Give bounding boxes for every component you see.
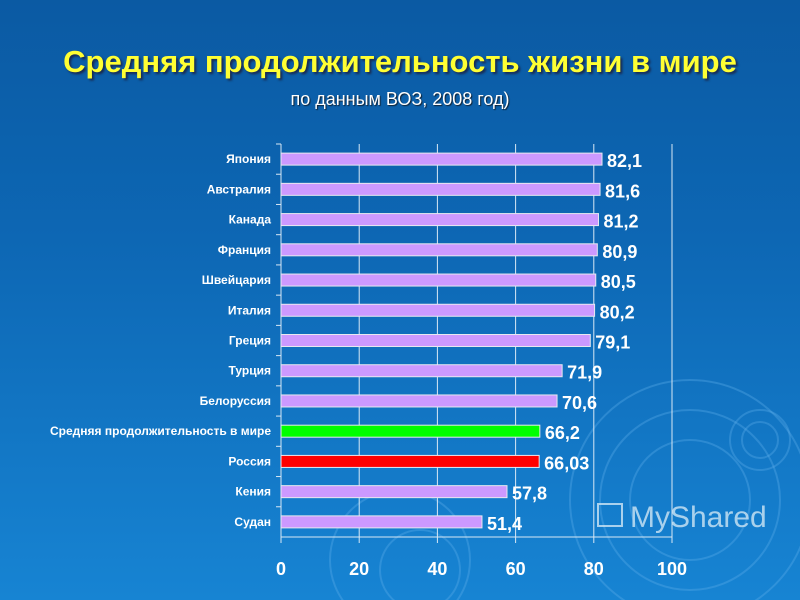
data-label: 66,03 [544, 453, 589, 473]
category-label: Средняя продолжительность в мире [50, 424, 271, 438]
data-label: 51,4 [487, 514, 522, 534]
x-tick-label: 40 [427, 559, 447, 579]
ripple-decoration [329, 489, 471, 600]
x-tick-label: 100 [657, 559, 687, 579]
bar [280, 424, 541, 438]
category-label: Канада [229, 213, 272, 227]
ripple-decoration [629, 439, 751, 561]
chart-title: Средняя продолжительность жизни в мире [63, 44, 737, 79]
x-tick-label: 0 [276, 559, 286, 579]
bar [280, 152, 603, 166]
data-label: 80,2 [600, 302, 635, 322]
bar [280, 213, 599, 227]
x-tick-label: 20 [349, 559, 369, 579]
data-label: 82,1 [607, 151, 642, 171]
data-label: 81,2 [603, 212, 638, 232]
ripple-decoration [599, 409, 781, 591]
bar [280, 303, 596, 317]
bar [280, 394, 558, 408]
ripple-decoration [729, 409, 791, 471]
data-label: 66,2 [545, 423, 580, 443]
category-label: Судан [234, 515, 271, 529]
bar [280, 515, 483, 529]
data-label: 71,9 [567, 363, 602, 383]
category-label: Япония [226, 152, 271, 166]
ripple-decoration [569, 379, 800, 600]
data-label: 80,5 [601, 272, 636, 292]
category-label: Белоруссия [200, 394, 271, 408]
x-tick-label: 80 [584, 559, 604, 579]
x-tick-label: 60 [506, 559, 526, 579]
watermark-logo: MyShared [630, 501, 767, 534]
data-label: 70,6 [562, 393, 597, 413]
ripple-decoration [379, 529, 461, 600]
category-label: Италия [228, 303, 271, 317]
category-label: Франция [218, 243, 271, 257]
bar [280, 454, 540, 468]
bar [280, 334, 591, 347]
category-label: Россия [228, 454, 271, 468]
data-label: 81,6 [605, 181, 640, 201]
category-label: Греция [229, 334, 271, 348]
bar [280, 273, 597, 287]
bar [280, 364, 563, 378]
category-label: Кения [235, 485, 271, 499]
category-label: Швейцария [202, 273, 271, 287]
data-label: 79,1 [595, 333, 630, 353]
data-label: 57,8 [512, 484, 547, 504]
bar [280, 485, 508, 499]
category-label: Турция [229, 364, 271, 378]
chart-subtitle: по данным ВОЗ, 2008 год) [290, 89, 510, 109]
bar [280, 182, 601, 196]
bar [280, 243, 598, 257]
data-label: 80,9 [602, 242, 637, 262]
presentation-icon [597, 503, 623, 527]
category-label: Австралия [207, 182, 271, 196]
ripple-decoration [741, 421, 779, 459]
